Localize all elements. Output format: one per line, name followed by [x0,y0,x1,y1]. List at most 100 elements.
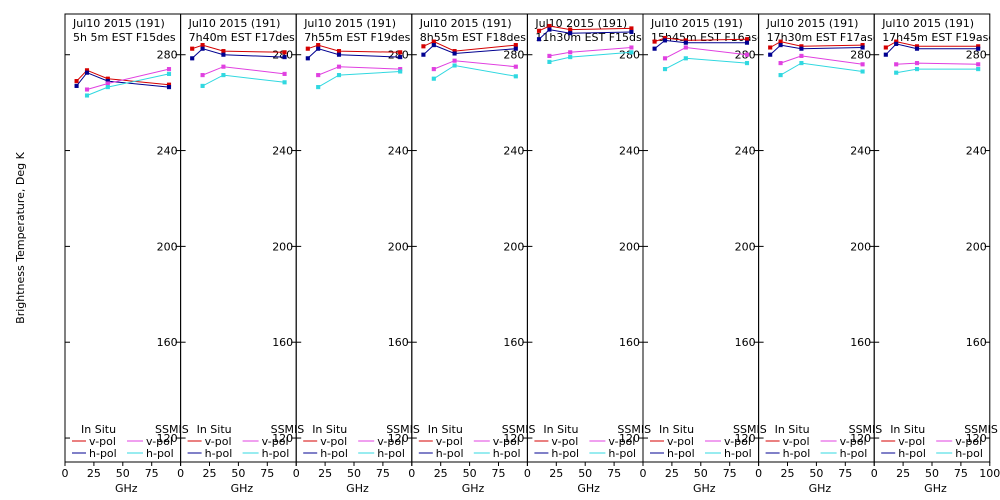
panel-title-date: Jul10 2015 (191) [188,17,281,30]
y-tick-label: 240 [272,145,293,158]
data-point-ssmis_v [105,81,110,86]
y-tick-label: 200 [619,240,640,253]
data-point-insitu_h [547,27,552,32]
y-axis-label-group: Brightness Temperature, Deg K [14,151,27,323]
data-point-insitu_h [652,46,657,51]
data-point-ssmis_v [336,64,342,69]
data-point-ssmis_v [316,73,321,78]
legend-label-ssmis_v: v-pol [955,435,982,448]
legend-label-ssmis_h: h-pol [608,447,636,460]
data-point-insitu_h [431,43,436,48]
panel-frame [758,13,875,463]
series-line-insitu_v [307,44,401,53]
data-point-insitu_h [336,52,342,57]
x-tick-label: 0 [62,467,69,480]
panel-frame [642,13,760,463]
data-point-insitu_v [282,50,287,55]
data-point-insitu_h [190,56,195,61]
data-point-insitu_h [914,46,920,51]
legend-label-ssmis_v: v-pol [608,435,635,448]
y-tick-label: 280 [850,49,871,62]
data-point-ssmis_h [778,73,783,78]
panel-title-date: Jul10 2015 (191) [650,17,743,30]
data-point-ssmis_h [568,55,573,60]
data-point-ssmis_v [513,64,518,69]
data-point-insitu_h [421,52,426,57]
x-tick-label: 50 [578,467,592,480]
data-point-insitu_v [568,27,573,32]
series-line-insitu_v [423,41,516,52]
legend-label-insitu_v: v-pol [436,435,463,448]
y-tick-label: 120 [735,432,756,445]
panel-title-group: Jul10 2015 (191)7h55m EST F19des [303,17,410,44]
legend-insitu-title: In Situ [659,423,694,436]
x-tick-label: 50 [463,467,477,480]
x-tick-label: 75 [723,467,737,480]
data-point-ssmis_v [744,52,750,57]
data-point-insitu_h [74,83,79,88]
data-point-insitu_h [629,29,634,35]
x-axis-label: GHz [577,482,600,495]
data-point-ssmis_v [683,45,688,50]
y-tick-label: 120 [157,432,178,445]
x-tick-label: 50 [809,467,823,480]
data-point-ssmis_v [431,67,436,72]
legend-label-insitu_v: v-pol [667,435,694,448]
y-tick-label: 200 [735,240,756,253]
x-tick-label: 100 [979,467,1000,480]
x-axis-label: GHz [346,482,369,495]
legend-label-ssmis_h: h-pol [262,447,290,460]
series-line-ssmis_v [896,62,979,65]
legend-label-ssmis_v: v-pol [377,435,404,448]
series-group [305,43,403,90]
legend-label-ssmis_h: h-pol [840,447,868,460]
data-point-insitu_v [316,43,321,48]
data-point-insitu_v [536,28,542,33]
series-group [421,39,518,81]
chart-panel-8: 120 160 200 240 280 0 25 50 75 100 GHz Jul10 2015 (… [871,13,1000,495]
y-tick-label: 240 [619,145,640,158]
data-point-insitu_v [744,37,750,42]
series-line-ssmis_h [202,74,285,87]
legend-label-insitu_v: v-pol [783,435,810,448]
data-point-ssmis_h [221,73,226,78]
data-point-ssmis_h [629,50,634,55]
panel-title-date: Jul10 2015 (191) [534,17,627,30]
data-point-insitu_h [768,52,773,57]
y-tick-label: 160 [388,336,409,349]
y-tick-label: 200 [388,240,409,253]
data-point-ssmis_v [778,61,783,66]
data-point-insitu_h [976,46,981,51]
data-point-ssmis_v [894,62,899,67]
series-group [883,39,981,75]
panel-title-time: 11h30m EST F15dsc [535,31,647,44]
data-point-insitu_v [513,43,518,48]
x-tick-label: 50 [347,467,361,480]
data-point-insitu_v [652,39,657,44]
x-tick-label: 0 [640,467,647,480]
data-point-ssmis_v [799,53,804,58]
panel-title-date: Jul10 2015 (191) [881,17,974,30]
panel-frame [64,13,182,463]
data-point-insitu_h [683,40,688,45]
data-point-ssmis_h [200,83,205,88]
data-point-ssmis_h [166,71,172,76]
data-point-ssmis_h [316,85,321,90]
legend-label-insitu_h: h-pol [89,447,117,460]
legend-insitu-title: In Situ [197,423,232,436]
legend-label-insitu_h: h-pol [436,447,464,460]
data-point-insitu_h [513,46,518,51]
data-point-ssmis_v [914,61,920,66]
y-tick-label: 120 [503,432,524,445]
data-point-insitu_h [316,46,321,51]
panel-title-time: 8h55m EST F18des [420,31,526,44]
data-point-ssmis_v [547,53,552,58]
legend-label-ssmis_h: h-pol [377,447,405,460]
legend-insitu-title: In Situ [428,423,463,436]
